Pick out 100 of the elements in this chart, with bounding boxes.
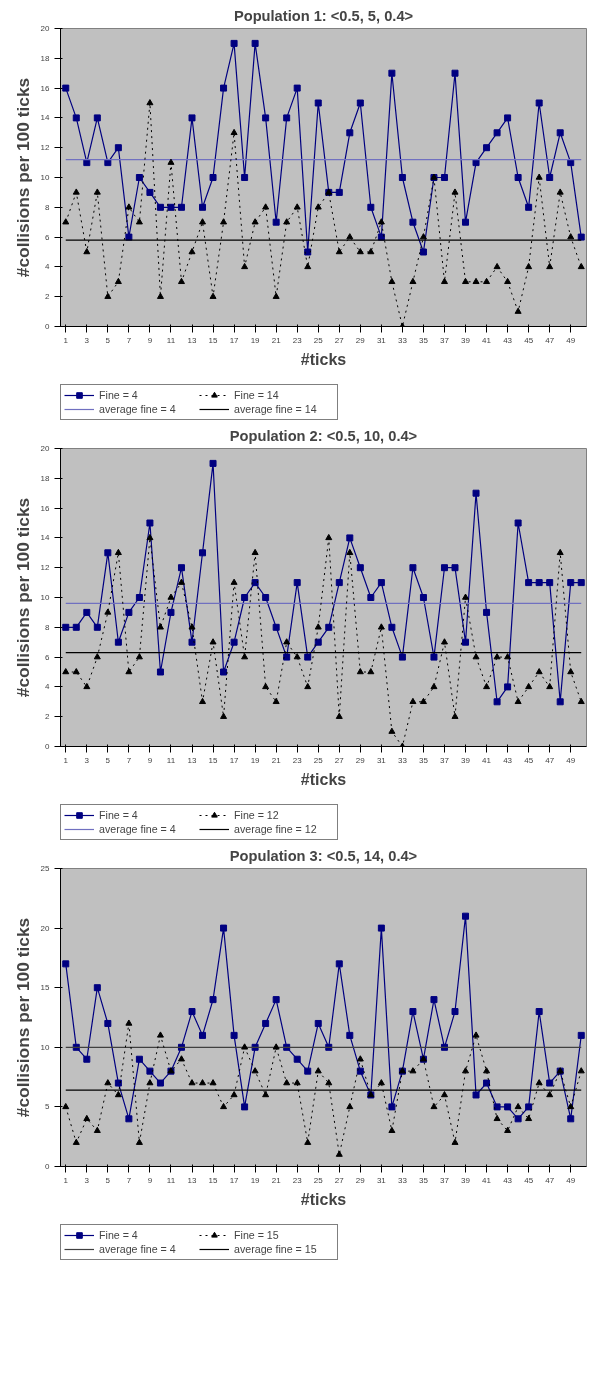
x-tick-label: 47: [545, 1175, 555, 1185]
y-tick-label: 14: [40, 113, 51, 123]
y-tick-label: 12: [40, 143, 51, 153]
x-axis-title: #ticks: [300, 770, 347, 788]
legend-label: Fine = 12: [234, 808, 280, 822]
x-tick-label: 7: [126, 335, 132, 345]
x-tick-label: 29: [355, 335, 366, 345]
y-tick-label: 6: [45, 232, 51, 242]
x-tick-label: 9: [147, 1175, 153, 1185]
x-tick-label: 49: [566, 755, 576, 765]
x-tick-label: 13: [187, 335, 197, 345]
x-tick-label: 23: [292, 335, 303, 345]
x-tick-label: 45: [524, 1175, 534, 1185]
y-tick-label: 18: [40, 473, 51, 483]
x-tick-label: 41: [482, 755, 492, 765]
x-tick-label: 1: [63, 335, 69, 345]
x-tick-label: 1: [63, 1175, 69, 1185]
x-tick-label: 3: [84, 755, 90, 765]
x-tick-label: 15: [208, 1175, 219, 1185]
legend-label: Fine = 4: [99, 388, 139, 402]
y-tick-label: 2: [45, 712, 51, 722]
x-tick-label: 7: [126, 755, 132, 765]
x-tick-label: 25: [313, 1175, 324, 1185]
y-axis-title: #collisions per 100 ticks: [12, 497, 33, 698]
y-tick-label: 8: [45, 622, 51, 632]
x-tick-label: 3: [84, 335, 90, 345]
y-tick-label: 2: [45, 292, 51, 302]
legend-label: average fine = 15: [234, 1242, 318, 1256]
x-tick-label: 37: [440, 335, 450, 345]
x-tick-label: 47: [545, 335, 555, 345]
x-tick-label: 13: [187, 755, 197, 765]
x-tick-label: 5: [105, 755, 111, 765]
y-tick-label: 10: [40, 173, 51, 182]
x-tick-label: 27: [334, 335, 345, 345]
x-tick-label: 1: [63, 755, 69, 765]
x-tick-label: 45: [524, 755, 534, 765]
y-tick-label: 16: [40, 83, 51, 93]
x-tick-label: 17: [229, 755, 240, 765]
x-tick-label: 29: [355, 755, 366, 765]
chart-title: Population 2: <0.5, 10, 0.4>: [229, 427, 418, 444]
x-tick-label: 25: [313, 755, 324, 765]
legend-label: average fine = 12: [234, 822, 318, 836]
y-tick-label: 0: [45, 1162, 51, 1171]
x-tick-label: 41: [482, 1175, 492, 1185]
x-tick-label: 15: [208, 335, 219, 345]
y-tick-label: 20: [40, 444, 51, 453]
x-tick-label: 25: [313, 335, 324, 345]
x-tick-label: 43: [503, 755, 513, 765]
x-tick-label: 5: [105, 1175, 111, 1185]
y-tick-label: 0: [45, 742, 51, 751]
legend-label: Fine = 4: [99, 1228, 139, 1242]
y-tick-label: 6: [45, 652, 51, 662]
x-tick-label: 31: [376, 755, 387, 765]
x-tick-label: 13: [187, 1175, 197, 1185]
x-tick-label: 37: [440, 755, 450, 765]
x-tick-label: 7: [126, 1175, 132, 1185]
x-tick-label: 33: [397, 1175, 408, 1185]
x-tick-label: 21: [271, 335, 282, 345]
legend-label: Fine = 14: [234, 388, 280, 402]
legend-label: average fine = 4: [99, 1242, 177, 1256]
x-tick-label: 31: [376, 1175, 387, 1185]
y-tick-label: 18: [40, 53, 51, 63]
x-tick-label: 15: [208, 755, 219, 765]
y-tick-label: 10: [40, 1042, 51, 1052]
x-tick-label: 41: [482, 335, 492, 345]
legend-label: Fine = 15: [234, 1228, 280, 1242]
chart-title: Population 1: <0.5, 5, 0.4>: [233, 7, 414, 24]
x-tick-label: 5: [105, 335, 111, 345]
x-axis-title: #ticks: [300, 350, 347, 368]
x-tick-label: 47: [545, 755, 555, 765]
x-tick-label: 21: [271, 755, 282, 765]
y-tick-label: 25: [40, 864, 51, 873]
x-tick-label: 43: [503, 335, 513, 345]
y-tick-label: 4: [45, 262, 51, 272]
x-axis-title: #ticks: [300, 1190, 347, 1208]
x-tick-label: 11: [166, 755, 176, 765]
y-tick-label: 12: [40, 563, 51, 573]
y-tick-label: 16: [40, 503, 51, 513]
x-tick-label: 39: [461, 755, 471, 765]
x-tick-label: 19: [250, 1175, 261, 1185]
x-tick-label: 39: [461, 335, 471, 345]
x-tick-label: 49: [566, 335, 576, 345]
legend-label: Fine = 4: [99, 808, 139, 822]
y-tick-label: 20: [40, 24, 51, 33]
x-tick-label: 19: [250, 335, 261, 345]
x-tick-label: 49: [566, 1175, 576, 1185]
y-tick-label: 4: [45, 682, 51, 692]
y-tick-label: 5: [45, 1102, 51, 1112]
x-tick-label: 45: [524, 335, 534, 345]
x-tick-label: 9: [147, 335, 153, 345]
y-tick-label: 15: [40, 983, 51, 993]
x-tick-label: 35: [418, 1175, 429, 1185]
x-tick-label: 39: [461, 1175, 471, 1185]
x-tick-label: 19: [250, 755, 261, 765]
x-tick-label: 11: [166, 335, 176, 345]
y-tick-label: 8: [45, 202, 51, 212]
x-tick-label: 27: [334, 755, 345, 765]
legend-label: average fine = 4: [99, 402, 177, 416]
x-tick-label: 33: [397, 335, 408, 345]
x-tick-label: 17: [229, 1175, 240, 1185]
